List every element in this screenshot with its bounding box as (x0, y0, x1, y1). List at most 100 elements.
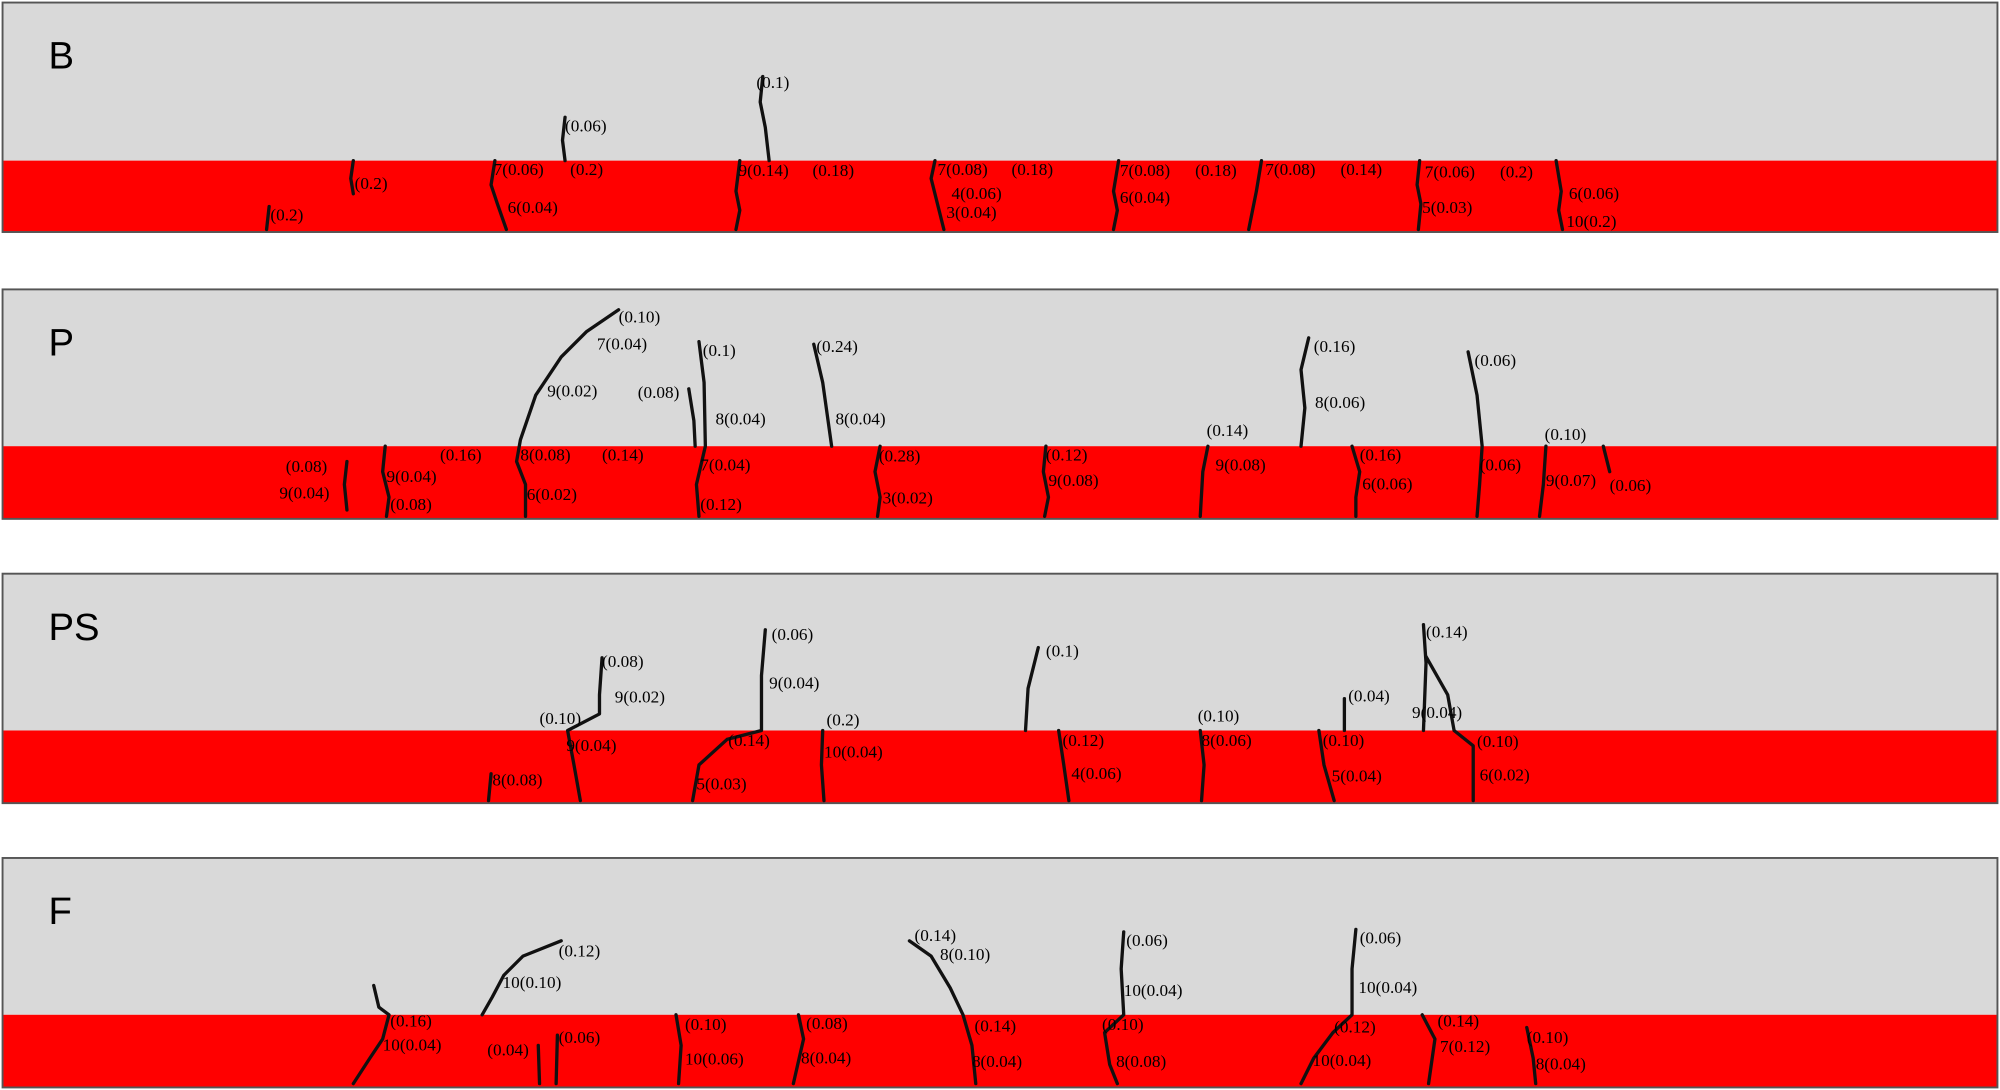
crack-annotation: (0.08) (806, 1014, 848, 1033)
crack (674, 1013, 683, 1086)
crack-annotation: (0.08) (638, 383, 680, 402)
crack-annotation: (0.18) (1011, 160, 1053, 179)
crack (1415, 158, 1423, 232)
crack-annotation: 7(0.08) (1120, 161, 1170, 180)
crack-annotation: 5(0.04) (1332, 767, 1382, 786)
crack (734, 158, 742, 232)
crack-annotation: 4(0.06) (1071, 764, 1121, 783)
crack-annotation: 10(0.04) (1313, 1051, 1372, 1070)
crack (1057, 728, 1071, 803)
crack (1421, 623, 1428, 733)
crack (791, 1013, 806, 1086)
crack-annotation: (0.06) (565, 116, 607, 135)
crack-annotation: 8(0.08) (492, 770, 542, 789)
crack-annotation: (0.1) (703, 341, 736, 360)
crack (1537, 444, 1548, 518)
crack (351, 983, 391, 1086)
crack (560, 115, 567, 163)
crack-annotation: (0.08) (390, 495, 432, 514)
crack (565, 656, 604, 803)
crack-annotation: 9(0.14) (739, 161, 789, 180)
crack-annotation: (0.12) (559, 941, 601, 960)
crack (489, 158, 509, 232)
crack-annotation: 8(0.10) (940, 945, 990, 964)
crack-annotation: (0.2) (1500, 162, 1533, 181)
crack-annotation: 3(0.02) (883, 489, 933, 508)
crack-annotation: 6(0.04) (508, 198, 558, 217)
crack (554, 1033, 560, 1086)
crack-annotation: 9(0.07) (1546, 471, 1596, 490)
crack-annotation: 9(0.04) (1412, 703, 1462, 722)
crack-annotation: (0.10) (1545, 425, 1587, 444)
crack-annotation: 10(0.10) (503, 973, 562, 992)
crack (1525, 1025, 1538, 1086)
crack-annotation: (0.06) (559, 1028, 601, 1047)
crack (480, 939, 563, 1017)
crack-annotation: (0.08) (602, 652, 644, 671)
crack-annotation: (0.06) (1480, 456, 1522, 475)
crack-annotation: (0.12) (1334, 1018, 1376, 1037)
crack-annotation: 8(0.04) (972, 1052, 1022, 1071)
crack-annotation: (0.06) (772, 625, 814, 644)
beam-bottom (2, 446, 1998, 519)
crack-annotation: 8(0.08) (1116, 1052, 1166, 1071)
crack-annotation: 6(0.02) (527, 485, 577, 504)
crack-annotation: 9(0.04) (566, 736, 616, 755)
crack-annotation: (0.16) (440, 445, 482, 464)
crack (1198, 728, 1206, 803)
crack-annotation: (0.16) (1360, 445, 1402, 464)
crack-annotation: 10(0.04) (1358, 978, 1417, 997)
crack (819, 728, 826, 803)
crack-annotation: (0.14) (602, 445, 644, 464)
crack-annotation: 9(0.08) (1216, 456, 1266, 475)
crack-annotation: 9(0.02) (615, 688, 665, 707)
crack-annotation: 8(0.06) (1202, 731, 1252, 750)
crack (264, 204, 271, 232)
crack-annotation: (0.06) (1474, 351, 1516, 370)
crack-annotation: 7(0.08) (938, 160, 988, 179)
beam-border (1, 1, 1999, 233)
crack (536, 1043, 542, 1086)
crack-annotation: 9(0.04) (769, 674, 819, 693)
beam-border (1, 857, 1999, 1089)
crack-annotation: (0.14) (915, 926, 957, 945)
crack (1420, 1013, 1437, 1086)
crack (1023, 645, 1040, 733)
crack-annotation: (0.12) (1046, 445, 1088, 464)
beam-bottom (2, 160, 1998, 233)
crack (1247, 158, 1264, 232)
crack-annotation: 3(0.04) (946, 203, 996, 222)
crack-annotation: 9(0.04) (386, 467, 436, 486)
crack (690, 628, 767, 803)
crack-annotation: 9(0.08) (1048, 471, 1098, 490)
crack-annotation: (0.24) (816, 337, 858, 356)
crack-annotation: (0.2) (355, 174, 388, 193)
crack-annotation: 10(0.2) (1566, 212, 1616, 231)
crack-annotation: (0.08) (286, 457, 328, 476)
crack (694, 340, 708, 518)
beam-top (2, 573, 1998, 731)
crack-annotation: (0.18) (1195, 161, 1237, 180)
crack (1198, 444, 1210, 518)
crack-annotation: 8(0.04) (835, 410, 885, 429)
crack (907, 939, 978, 1086)
beam-bottom (2, 1014, 1998, 1088)
panel-label: PS (48, 606, 99, 649)
crack (1554, 158, 1565, 232)
crack (1111, 158, 1121, 232)
crack-annotation: 9(0.04) (279, 484, 329, 503)
crack-annotation: 6(0.02) (1480, 765, 1530, 784)
crack (1041, 444, 1051, 518)
crack-annotation: (0.10) (1198, 707, 1240, 726)
beam-border (1, 288, 1999, 520)
crack-annotation: 8(0.04) (716, 410, 766, 429)
crack-annotation: 8(0.08) (520, 445, 570, 464)
crack-annotation: (0.12) (700, 495, 742, 514)
crack-annotation: (0.2) (827, 711, 860, 730)
crack (873, 444, 882, 518)
crack-annotation: 5(0.03) (1422, 198, 1472, 217)
crack-annotation: 10(0.04) (824, 742, 883, 761)
crack-annotation: 7(0.06) (494, 160, 544, 179)
crack (1299, 927, 1358, 1086)
